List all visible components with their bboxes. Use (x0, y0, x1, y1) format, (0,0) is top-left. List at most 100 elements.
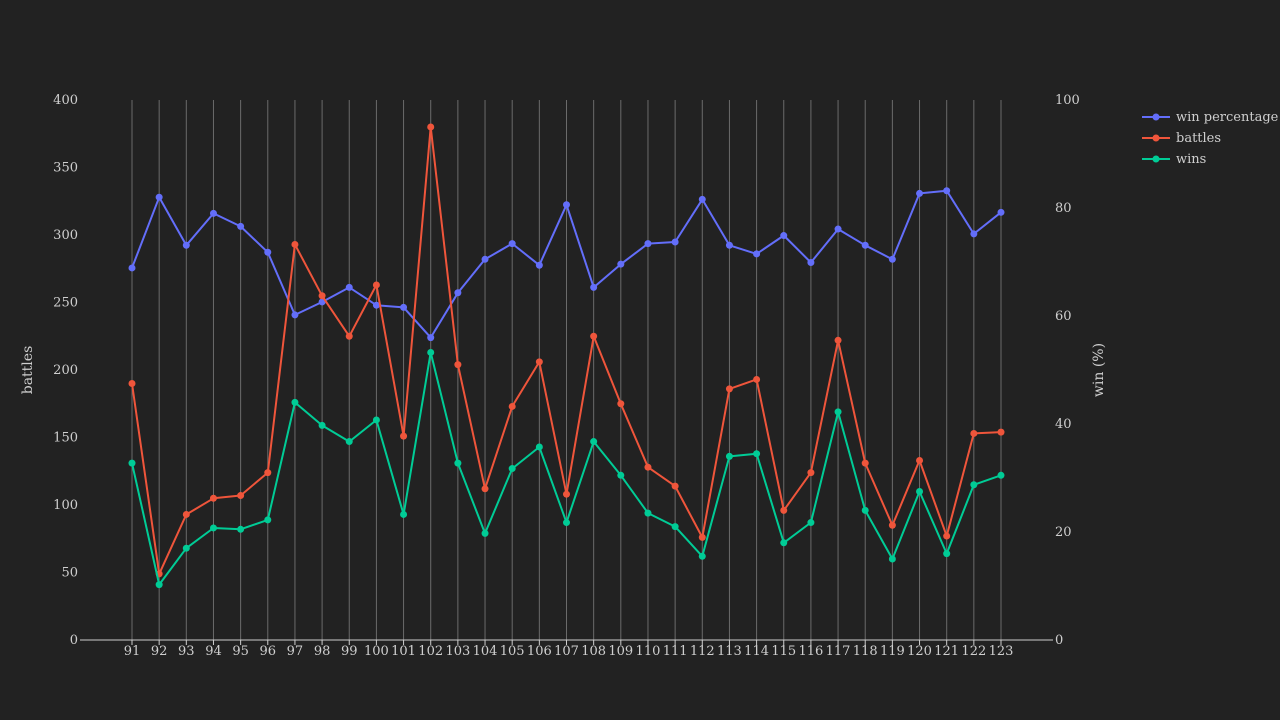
series-win-percentage (128, 187, 1005, 342)
point-battles-117 (834, 336, 842, 344)
x-tick-label-101: 101 (391, 644, 416, 659)
point-battles-91 (128, 380, 136, 387)
point-win-percentage-100 (372, 301, 380, 309)
point-win-percentage-104 (481, 255, 489, 263)
legend-item-wins[interactable]: wins (1142, 152, 1206, 167)
point-battles-120 (916, 456, 924, 464)
point-battles-118 (861, 459, 869, 467)
point-wins-94 (209, 524, 217, 532)
y-left-tick-400: 400 (53, 93, 78, 108)
y-axis-left-title: battles (20, 346, 36, 395)
point-battles-102 (427, 123, 435, 131)
point-win-percentage-111 (671, 238, 679, 246)
y-right-tick-40: 40 (1055, 417, 1072, 432)
point-win-percentage-95 (237, 222, 245, 230)
point-win-percentage-117 (834, 225, 842, 233)
legend-swatch-marker-win-percentage (1152, 113, 1160, 121)
point-wins-114 (753, 450, 761, 458)
legend-label-battles: battles (1176, 131, 1221, 146)
point-battles-101 (400, 432, 408, 440)
point-win-percentage-114 (753, 250, 761, 258)
point-wins-110 (644, 509, 652, 517)
point-wins-106 (535, 443, 543, 451)
point-wins-109 (617, 471, 625, 479)
x-tick-label-108: 108 (581, 644, 606, 659)
point-battles-106 (535, 358, 543, 366)
legend-swatch-marker-battles (1152, 134, 1160, 142)
point-battles-95 (237, 492, 245, 500)
point-wins-99 (345, 438, 353, 446)
point-win-percentage-121 (943, 187, 951, 195)
point-wins-101 (400, 510, 408, 518)
legend-item-battles[interactable]: battles (1142, 131, 1221, 146)
legend-label-wins: wins (1176, 152, 1206, 167)
y-right-tick-100: 100 (1055, 93, 1080, 108)
point-battles-108 (590, 332, 598, 340)
x-tick-label-99: 99 (341, 644, 358, 659)
point-wins-98 (318, 421, 326, 429)
point-win-percentage-99 (345, 283, 353, 291)
point-wins-104 (481, 529, 489, 537)
point-win-percentage-106 (535, 261, 543, 269)
series-battles (128, 123, 1005, 578)
y-right-tick-80: 80 (1055, 201, 1072, 216)
x-tick-label-122: 122 (961, 644, 986, 659)
point-wins-108 (590, 438, 598, 446)
point-battles-100 (372, 281, 380, 289)
x-tick-label-107: 107 (554, 644, 579, 659)
point-wins-117 (834, 408, 842, 416)
x-tick-label-110: 110 (636, 644, 661, 659)
legend-item-win-percentage[interactable]: win percentage (1142, 110, 1279, 125)
point-battles-123 (997, 428, 1005, 436)
legend-label-win-percentage: win percentage (1176, 110, 1279, 125)
point-battles-97 (291, 240, 299, 248)
point-wins-102 (427, 348, 435, 356)
series-group (128, 123, 1005, 589)
point-wins-103 (454, 459, 462, 467)
point-wins-121 (943, 550, 951, 558)
y-right-tick-20: 20 (1055, 525, 1072, 540)
legend[interactable]: win percentage battles wins (1142, 110, 1279, 167)
point-battles-110 (644, 463, 652, 471)
point-win-percentage-110 (644, 240, 652, 248)
y-left-tick-0: 0 (70, 633, 78, 648)
x-tick-label-104: 104 (473, 644, 498, 659)
point-battles-98 (318, 292, 326, 300)
y-axis-right-title: win (%) (1091, 343, 1107, 397)
x-tick-label-113: 113 (717, 644, 742, 659)
point-wins-92 (155, 581, 163, 589)
x-tick-label-114: 114 (744, 644, 769, 659)
y-left-tick-350: 350 (53, 161, 78, 176)
x-tick-label-100: 100 (364, 644, 389, 659)
x-tick-label-92: 92 (151, 644, 168, 659)
y-left-tick-300: 300 (53, 228, 78, 243)
y-left-tick-200: 200 (53, 363, 78, 378)
point-win-percentage-108 (590, 283, 598, 291)
point-win-percentage-109 (617, 260, 625, 268)
point-win-percentage-101 (400, 303, 408, 311)
point-win-percentage-113 (725, 241, 733, 249)
point-win-percentage-123 (997, 208, 1005, 216)
point-win-percentage-97 (291, 311, 299, 319)
y-right-tick-60: 60 (1055, 309, 1072, 324)
point-win-percentage-93 (182, 241, 190, 249)
x-tick-label-123: 123 (989, 644, 1014, 659)
point-win-percentage-96 (264, 248, 272, 256)
point-win-percentage-116 (807, 259, 815, 267)
point-wins-93 (182, 544, 190, 552)
point-battles-119 (888, 521, 896, 529)
point-wins-118 (861, 506, 869, 514)
x-tick-label-109: 109 (608, 644, 633, 659)
y-left-tick-150: 150 (53, 431, 78, 446)
point-win-percentage-102 (427, 334, 435, 342)
point-battles-107 (563, 490, 570, 498)
y-right-tick-0: 0 (1055, 633, 1063, 648)
point-wins-120 (916, 488, 924, 495)
vertical-gridlines (131, 100, 1002, 640)
x-tick-label-97: 97 (287, 644, 304, 659)
point-battles-104 (481, 485, 489, 493)
point-battles-115 (780, 506, 788, 514)
point-wins-113 (725, 452, 733, 460)
point-battles-94 (209, 494, 217, 502)
